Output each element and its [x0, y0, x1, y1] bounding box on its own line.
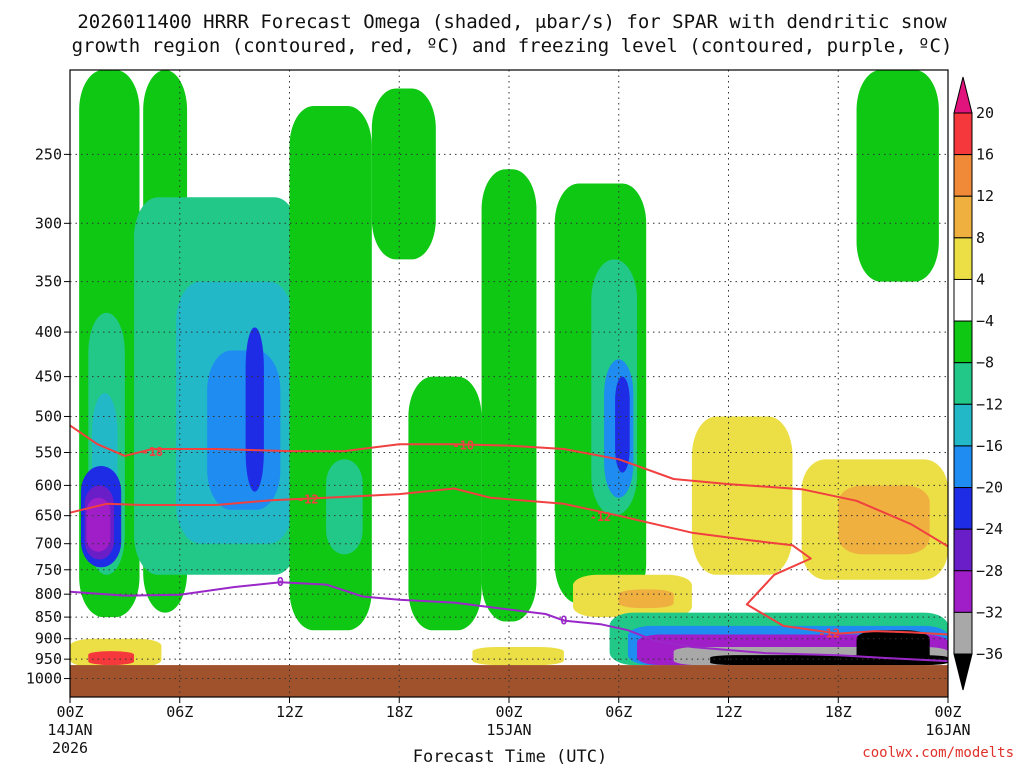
omega-cell-13: [371, 88, 436, 260]
colorbar-label: −36: [976, 645, 1003, 663]
colorbar-label: −24: [976, 520, 1003, 538]
dgz-contour-label: -12: [297, 493, 319, 507]
omega-cell-5: [86, 497, 111, 552]
colorbar-bin: [953, 611, 973, 655]
x-tick-year: 2026: [52, 739, 88, 757]
freezing-level-contour-label: 0: [277, 575, 284, 589]
x-tick-label: 18Z: [386, 703, 413, 721]
y-tick-label: 800: [35, 585, 62, 603]
y-axis: 250 300 350 400 450 500 550 600 650 700 750 800 850 9…: [26, 145, 70, 688]
colorbar-label: −28: [976, 562, 1003, 580]
omega-cell-21: [691, 416, 793, 575]
freezing-level-contour-label: 0: [560, 614, 567, 628]
omega-cell-11: [289, 106, 372, 631]
omega-cell-12: [326, 459, 363, 555]
colorbar-bin: [953, 278, 973, 322]
omega-cell-28: [472, 647, 564, 666]
y-tick-label: 350: [35, 273, 62, 291]
chart-title-line1: 2026011400 HRRR Forecast Omega (shaded, …: [77, 11, 947, 33]
x-tick-label: 12Z: [276, 703, 303, 721]
colorbar-bin: [953, 320, 973, 364]
colorbar-label: −4: [976, 312, 994, 330]
colorbar-bin: [953, 237, 973, 280]
colorbar-bin: [953, 195, 973, 239]
omega-cell-20: [856, 70, 939, 282]
y-tick-label: 250: [35, 145, 62, 163]
colorbar-bin: [953, 403, 973, 447]
y-tick-label: 900: [35, 630, 62, 648]
colorbar-label: −16: [976, 437, 1003, 455]
x-tick-label: 00Z: [56, 703, 83, 721]
omega-cell-27: [88, 651, 135, 666]
colorbar-label: 12: [976, 187, 994, 205]
x-tick-date: 14JAN: [47, 721, 92, 739]
dgz-contour-label: -12: [590, 510, 612, 524]
colorbar-label: 16: [976, 146, 994, 164]
y-tick-label: 850: [35, 608, 62, 626]
dgz-contour-label: -18: [141, 445, 163, 459]
y-tick-label: 500: [35, 407, 62, 425]
dgz-contour-line: [69, 487, 949, 636]
plot-area: -18 -18 -12 -12 -12 0 0: [69, 69, 949, 698]
colorbar-top-arrow: [953, 76, 973, 114]
credit-text: coolwx.com/modelts: [862, 745, 1014, 761]
colorbar: 20 16 12 8 4 −4 −8 −12 −16 −20 −24 −28 −32 −36: [953, 76, 1003, 691]
y-tick-label: 650: [35, 507, 62, 525]
colorbar-bottom-arrow: [953, 653, 973, 691]
y-tick-label: 450: [35, 368, 62, 386]
dgz-contour-label: -18: [452, 439, 474, 453]
colorbar-bin: [953, 487, 973, 530]
omega-cell-23: [618, 589, 674, 609]
x-tick-label: 00Z: [934, 703, 961, 721]
y-tick-label: 600: [35, 476, 62, 494]
colorbar-label: 20: [976, 104, 994, 122]
x-tick-label: 00Z: [495, 703, 522, 721]
y-tick-label: 400: [35, 323, 62, 341]
dgz-contour-label: -12: [818, 627, 840, 641]
freezing-level-contour-line: [69, 581, 949, 663]
omega-cell-9: [207, 350, 281, 510]
colorbar-bin: [953, 528, 973, 572]
y-tick-label: 700: [35, 535, 62, 553]
colorbar-bin: [953, 570, 973, 613]
dgz-contour-line: [69, 424, 949, 548]
omega-shading: [70, 70, 948, 668]
colorbar-bin: [953, 362, 973, 405]
colorbar-label: −8: [976, 354, 994, 372]
colorbar-bin: [953, 112, 973, 156]
colorbar-label: 4: [976, 270, 985, 288]
colorbar-label: −12: [976, 395, 1003, 413]
x-tick-label: 06Z: [166, 703, 193, 721]
x-tick-label: 06Z: [605, 703, 632, 721]
x-axis-title: Forecast Time (UTC): [413, 747, 607, 767]
colorbar-label: −32: [976, 603, 1003, 621]
omega-cell-10: [245, 327, 264, 492]
x-tick-date: 16JAN: [925, 721, 970, 739]
colorbar-bin: [953, 445, 973, 489]
omega-cell-14: [408, 376, 482, 631]
x-tick-label: 12Z: [715, 703, 742, 721]
y-tick-label: 300: [35, 214, 62, 232]
contours: -18 -18 -12 -12 -12 0 0: [69, 424, 949, 663]
colorbar-label: −20: [976, 479, 1003, 497]
y-tick-label: 1000: [26, 670, 62, 688]
y-tick-label: 550: [35, 444, 62, 462]
y-tick-label: 950: [35, 650, 62, 668]
chart-title-line2: growth region (contoured, red, ºC) and f…: [72, 35, 953, 57]
y-tick-label: 750: [35, 561, 62, 579]
colorbar-bin: [953, 154, 973, 197]
x-tick-label: 18Z: [825, 703, 852, 721]
x-tick-date: 15JAN: [486, 721, 531, 739]
colorbar-label: 8: [976, 229, 985, 247]
